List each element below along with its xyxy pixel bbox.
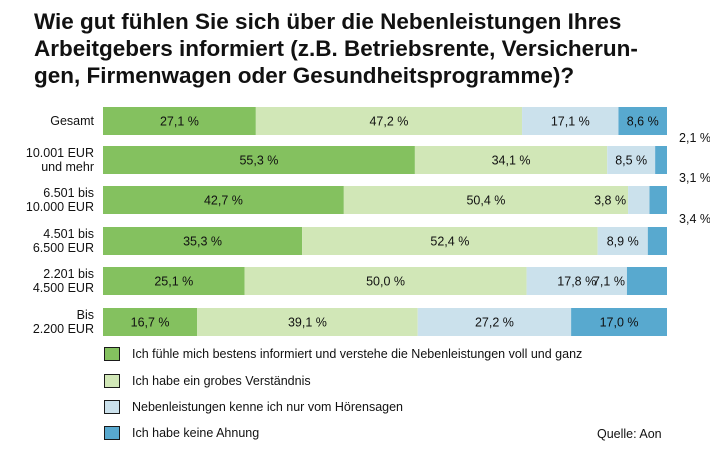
category-label-4-0: 2.201 bis [43,267,94,281]
data-label-1-0: 55,3 % [239,154,278,168]
bar-segment-5-0 [103,308,198,336]
data-label-1-2: 8,5 % [615,154,647,168]
data-label-5-1: 39,1 % [288,316,327,330]
bar-segment-1-1 [414,146,608,174]
legend-swatch-grobes [104,374,120,388]
data-label-2-3: 3,1 % [679,171,710,185]
data-label-1-3: 2,1 % [679,131,710,145]
bar-segment-0-3 [618,107,667,135]
bar-segment-4-2 [526,267,627,295]
category-label-0-0: Gesamt [50,114,94,128]
data-label-4-0: 25,1 % [154,275,193,289]
bar-segment-3-0 [103,227,303,255]
category-label-3-0: 4.501 bis [43,227,94,241]
legend-item-grobes: Ich habe ein grobes Verständnis [104,372,311,390]
bar-segment-0-0 [103,107,256,135]
bar-segment-0-2 [522,107,619,135]
bar-segment-4-3 [626,267,667,295]
data-label-2-2: 3,8 % [594,194,626,208]
bar-segment-2-3 [649,186,667,214]
category-label-3-1: 6.500 EUR [33,241,94,255]
legend-label-hoerensagen: Nebenleistungen kenne ich nur vom Hörens… [132,400,404,414]
legend-label-bestens: Ich fühle mich bestens informiert und ve… [132,347,583,361]
bar-segment-3-2 [597,227,648,255]
category-label-1-0: 10.001 EUR [26,146,94,160]
bar-segment-5-3 [571,308,667,336]
data-label-5-0: 16,7 % [131,316,170,330]
category-label-4-1: 4.500 EUR [33,281,94,295]
data-label-0-0: 27,1 % [160,115,199,129]
legend-item-bestens: Ich fühle mich bestens informiert und ve… [104,345,582,363]
legend-label-keine-ahnung: Ich habe keine Ahnung [132,426,260,440]
data-label-4-2: 17,8 % [557,275,596,289]
data-label-2-0: 42,7 % [204,194,243,208]
bar-segment-2-1 [343,186,629,214]
category-label-5-0: Bis [77,308,94,322]
chart-title: Wie gut fühlen Sie sich über die Nebenle… [34,8,694,89]
data-label-0-2: 17,1 % [551,115,590,129]
data-label-2-1: 50,4 % [466,194,505,208]
chart-title-line-2: Arbeitgebers informiert (z.B. Betriebsre… [34,36,638,61]
legend-item-keine-ahnung: Ich habe keine Ahnung [104,424,259,442]
category-label-2-0: 6.501 bis [43,186,94,200]
legend-item-hoerensagen: Nebenleistungen kenne ich nur vom Hörens… [104,398,403,416]
data-label-5-2: 27,2 % [475,316,514,330]
data-label-3-3: 3,4 % [679,212,710,226]
bar-segment-0-1 [255,107,523,135]
bar-segment-2-0 [103,186,344,214]
data-label-3-0: 35,3 % [183,235,222,249]
data-label-4-1: 50,0 % [366,275,405,289]
bar-segment-5-1 [197,308,418,336]
legend-swatch-hoerensagen [104,400,120,414]
legend-swatch-keine-ahnung [104,426,120,440]
bar-segment-1-2 [607,146,656,174]
bar-segment-5-2 [417,308,572,336]
data-label-0-3: 8,6 % [627,115,659,129]
legend-label-grobes: Ich habe ein grobes Verständnis [132,374,311,388]
data-label-5-3: 17,0 % [600,316,639,330]
category-label-2-1: 10.000 EUR [26,200,94,214]
source-note: Quelle: Aon [597,427,662,441]
bar-segment-4-1 [244,267,527,295]
category-label-5-1: 2.200 EUR [33,322,94,336]
bar-segment-2-2 [628,186,650,214]
data-label-3-1: 52,4 % [430,235,469,249]
bar-segment-3-3 [647,227,667,255]
category-label-1-1: und mehr [41,160,94,174]
data-label-3-2: 8,9 % [607,235,639,249]
legend-swatch-bestens [104,347,120,361]
bar-segment-3-1 [302,227,598,255]
bar-segment-1-3 [655,146,667,174]
bar-segment-4-0 [103,267,245,295]
bar-segment-1-0 [103,146,415,174]
chart-title-line-1: Wie gut fühlen Sie sich über die Nebenle… [34,9,622,34]
data-label-0-1: 47,2 % [369,115,408,129]
data-label-1-1: 34,1 % [492,154,531,168]
data-label-4-3: 7,1 % [593,275,625,289]
chart-title-line-3: gen, Firmenwagen oder Gesundheitsprogram… [34,63,575,88]
